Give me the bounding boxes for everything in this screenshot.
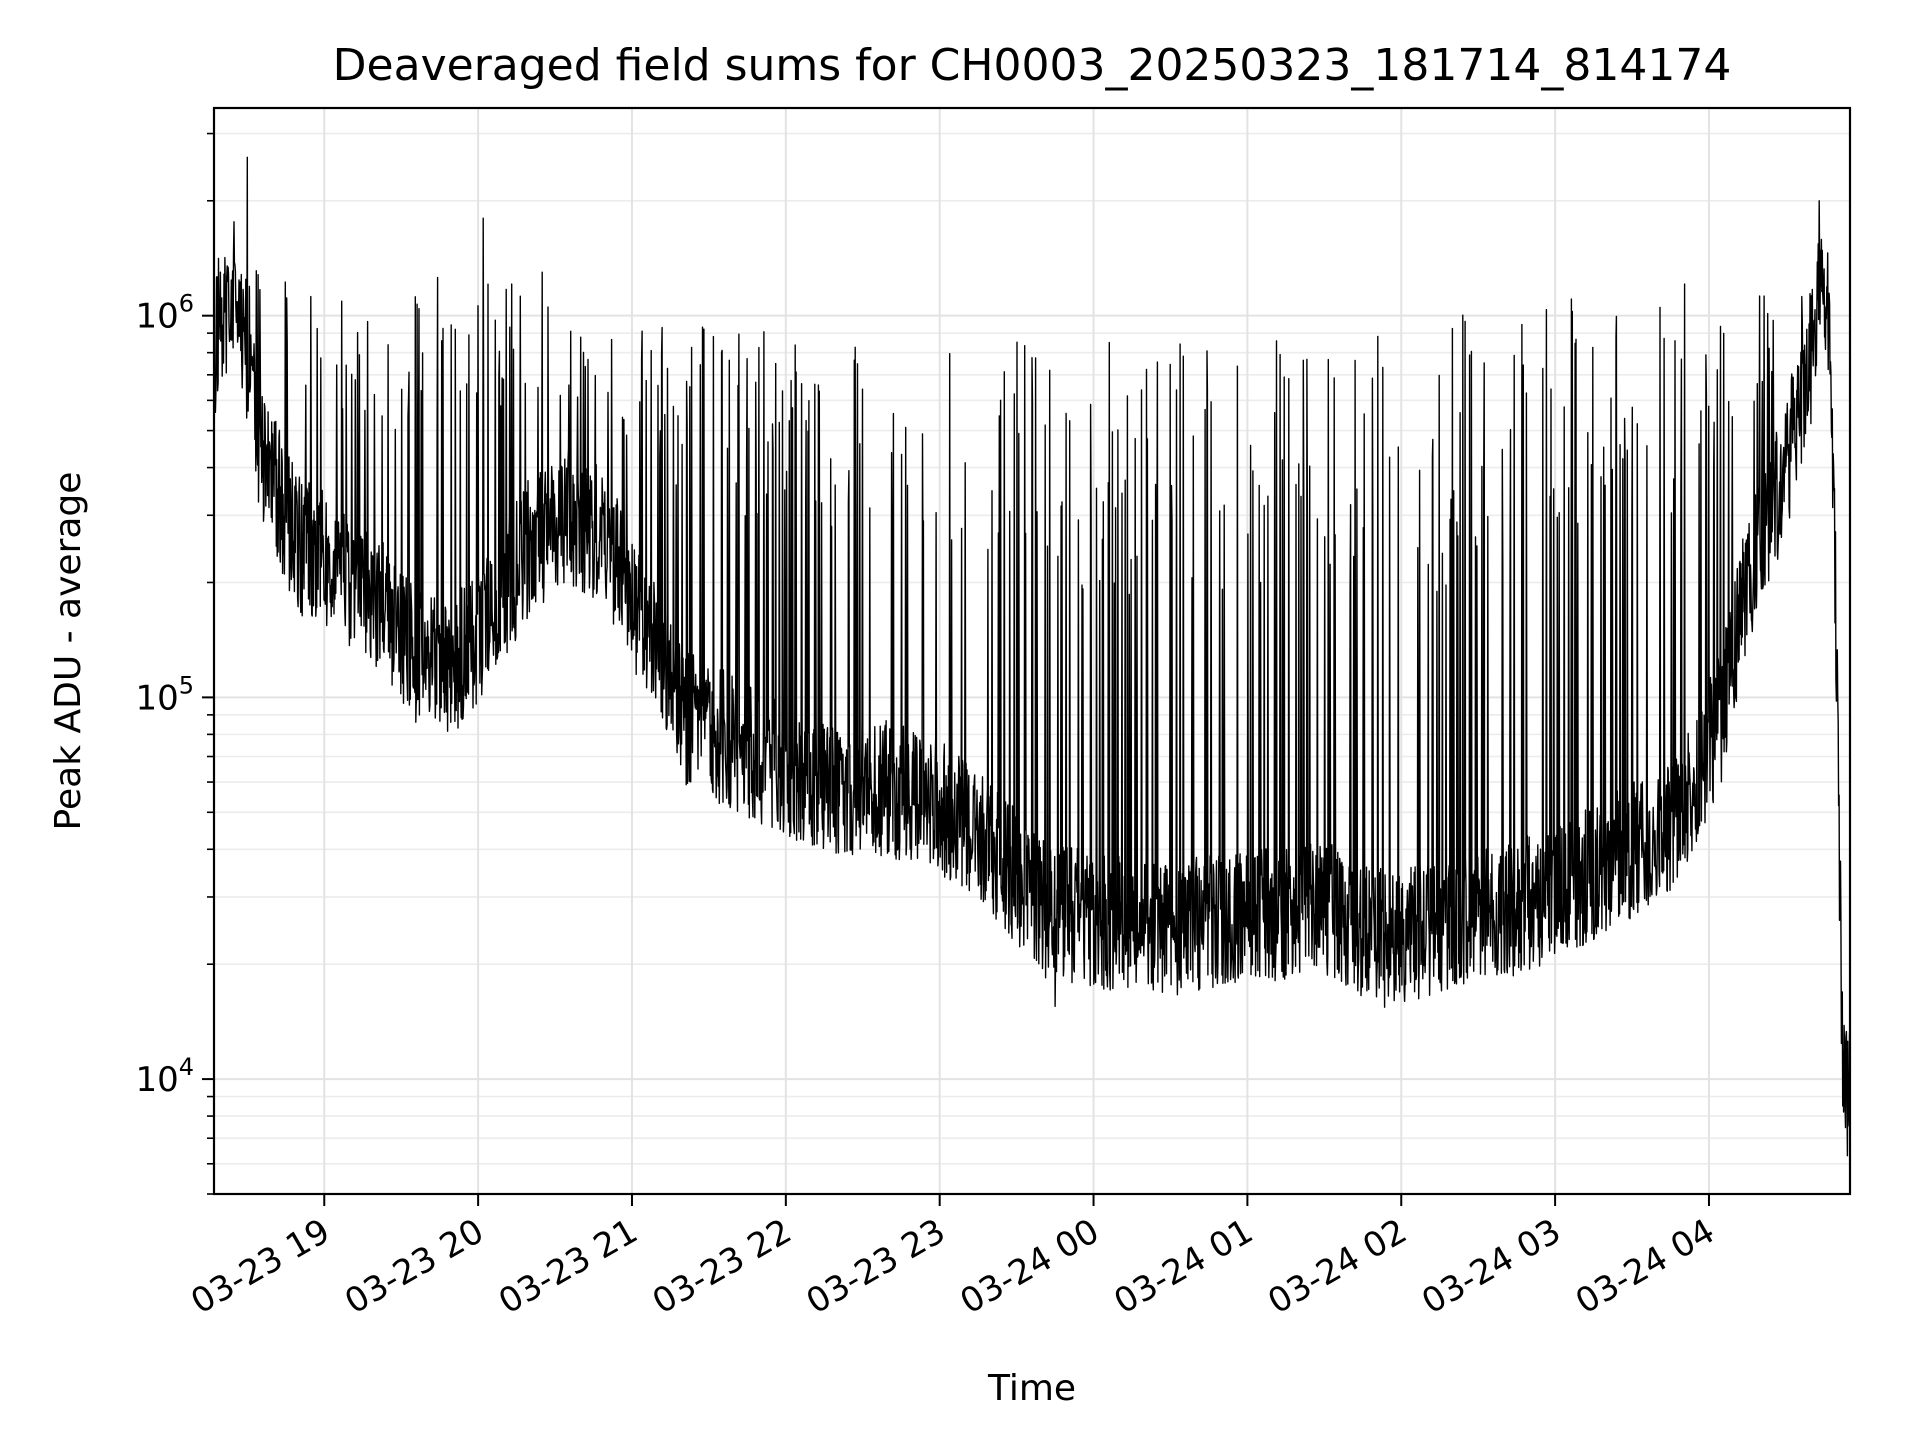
major-gridlines [214,108,1850,1194]
y-tick-label: 104 [135,1053,194,1100]
y-axis-ticks: 104 105 106 [135,132,214,1195]
y-axis-label: Peak ADU - average [48,472,89,831]
y-tick-label: 105 [135,671,194,718]
series-line [213,156,1851,1157]
y-tick-label: 106 [135,290,194,337]
x-axis-label: Time [987,1368,1076,1409]
plot-frame [212,106,1852,1196]
chart-title: Deaveraged field sums for CH0003_2025032… [333,40,1732,91]
